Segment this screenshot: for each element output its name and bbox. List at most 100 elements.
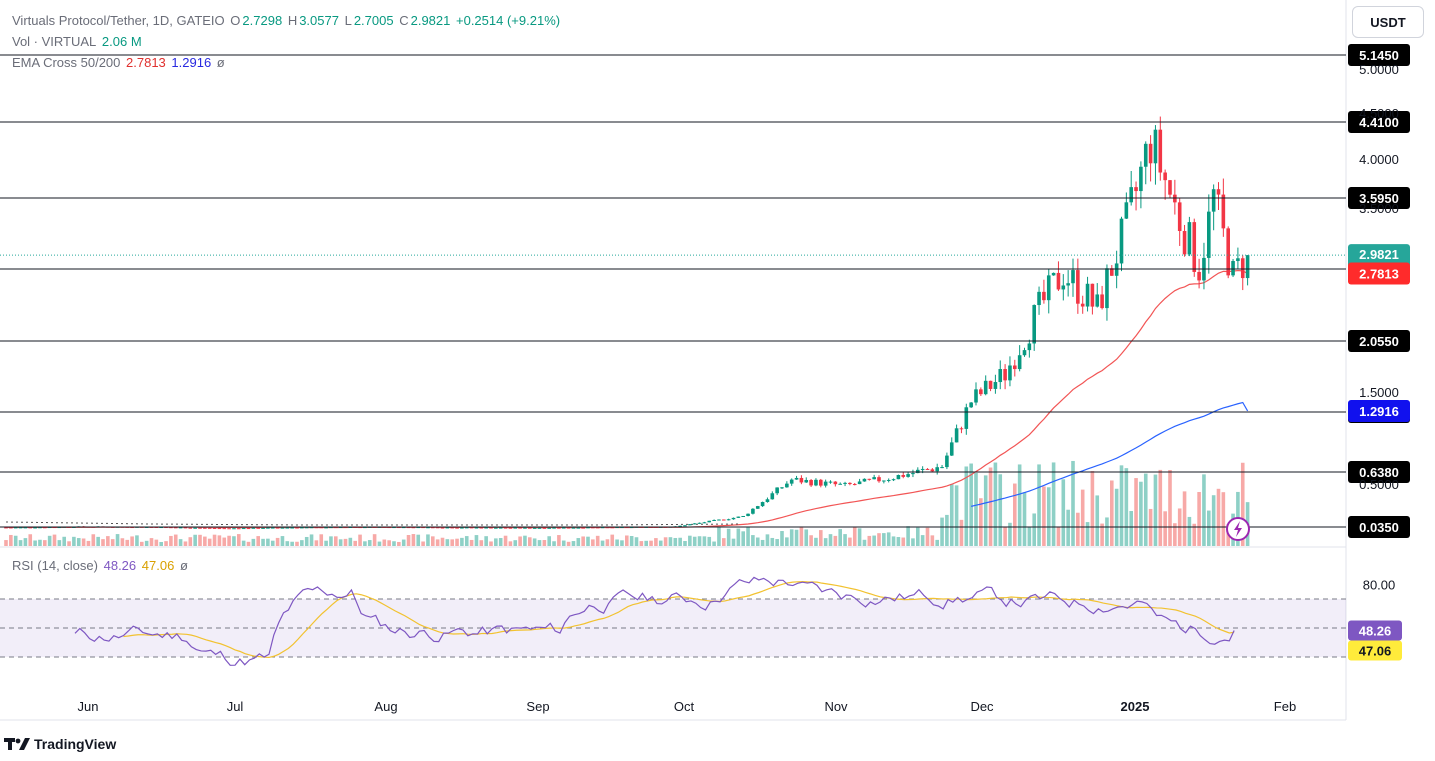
candle-body [828, 481, 833, 483]
volume-bar [57, 540, 62, 546]
volume-bar [159, 541, 163, 546]
candle-body [295, 527, 299, 529]
candle-body [925, 468, 930, 470]
volume-bar [945, 514, 949, 546]
volume-bar [91, 534, 96, 546]
candle-body [130, 527, 134, 529]
lightning-icon[interactable] [1226, 517, 1250, 541]
volume-bar [794, 529, 799, 546]
currency-button[interactable]: USDT [1352, 6, 1424, 38]
rsi-band [0, 599, 1346, 657]
volume-bar [610, 534, 615, 546]
volume-bar [479, 540, 484, 546]
volume-bar [334, 536, 338, 546]
candle-body [445, 527, 450, 529]
candle-body [518, 527, 522, 529]
volume-bar [920, 535, 925, 546]
price-tick-label: 5.0000 [1359, 62, 1399, 77]
volume-bar [1095, 495, 1100, 546]
candle-body [794, 477, 799, 480]
volume-bar [513, 540, 518, 546]
low-value: 2.7005 [353, 13, 394, 28]
volume-bar [988, 467, 993, 546]
volume-bar [222, 537, 227, 546]
volume-bar [1134, 478, 1138, 546]
candle-body [290, 527, 294, 529]
candle-body [600, 527, 605, 529]
candle-body [945, 455, 949, 468]
candle-body [450, 527, 454, 529]
candle-body [823, 481, 828, 486]
tradingview-icon [4, 738, 30, 750]
candle-body [1066, 283, 1070, 286]
volume-bar [528, 537, 532, 546]
candle-body [508, 527, 513, 529]
candle-body [532, 527, 537, 529]
volume-bar [688, 535, 692, 546]
candle-body [1095, 294, 1100, 307]
price-tick-label: 4.0000 [1359, 152, 1399, 167]
candle-body [561, 527, 566, 529]
volume-bar [1061, 479, 1066, 546]
volume-bar [591, 539, 595, 546]
candle-body [348, 527, 353, 529]
ema50-tag [1348, 262, 1410, 285]
volume-bar [1197, 492, 1201, 546]
candle-body [406, 527, 411, 529]
volume-bar [649, 540, 653, 546]
volume-bar [1037, 464, 1041, 546]
volume-bar [620, 540, 624, 546]
candle-body [1027, 343, 1032, 351]
volume-bar [1085, 522, 1090, 546]
candle-body [1037, 291, 1041, 306]
candle-body [212, 527, 217, 529]
volume-bar [193, 534, 197, 546]
volume-bar [644, 540, 648, 546]
volume-bar [954, 485, 959, 546]
volume-bar [911, 538, 915, 546]
volume-bar [397, 541, 401, 546]
candle-body [421, 527, 425, 529]
volume-bar [106, 536, 110, 546]
volume-bar [625, 535, 629, 546]
volume-bar [537, 540, 542, 546]
volume-bar [1071, 460, 1075, 546]
volume-bar [1003, 526, 1007, 546]
rsi-ma-value: 47.06 [141, 558, 175, 573]
candle-body [935, 467, 939, 472]
price-tick-label: 3.5000 [1359, 201, 1399, 216]
volume-bar [615, 539, 619, 546]
volume-bar [935, 539, 939, 546]
candle-body [1187, 222, 1192, 255]
candle-body [397, 527, 401, 529]
volume-bar [809, 535, 813, 546]
tradingview-logo[interactable]: TradingView [4, 736, 116, 752]
candle-body [954, 428, 959, 443]
volume-bar [324, 540, 328, 546]
candle-body [838, 483, 842, 485]
candle-body [877, 477, 881, 482]
candle-body [309, 527, 314, 529]
volume-bar [542, 540, 547, 546]
candle-body [1076, 270, 1080, 304]
open-label: O [230, 13, 241, 28]
volume-bar [256, 536, 260, 546]
candle-body [513, 527, 518, 529]
volume-bar [683, 541, 687, 546]
candle-body [246, 528, 251, 530]
candle-body [1017, 355, 1022, 370]
volume-bar [149, 538, 154, 546]
volume-bar [411, 534, 416, 546]
volume-bar [154, 539, 159, 546]
volume-bar [173, 534, 178, 546]
volume-bar [1124, 468, 1129, 546]
volume-bar [862, 539, 867, 546]
volume-bar [207, 538, 212, 546]
volume-bar [1013, 483, 1017, 546]
volume-bar [906, 526, 910, 546]
candle-body [780, 487, 784, 489]
volume-bar [81, 538, 86, 546]
volume-bar [979, 498, 983, 546]
candle-body [891, 479, 896, 481]
